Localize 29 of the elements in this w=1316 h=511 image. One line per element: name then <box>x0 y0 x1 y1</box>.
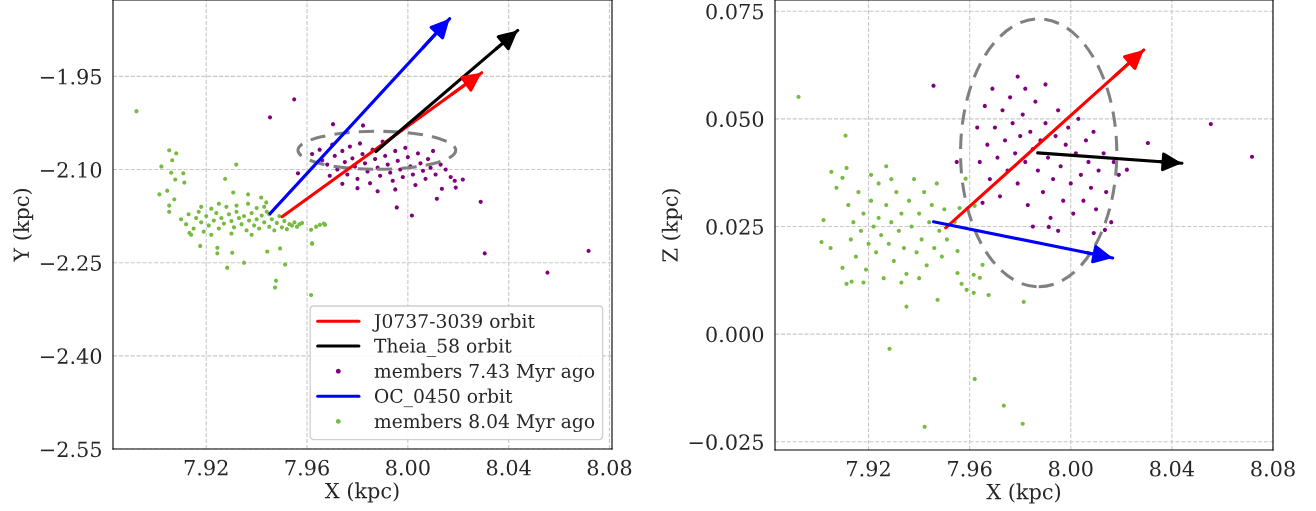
x-tick-label: 8.04 <box>1150 460 1195 477</box>
legend-label: OC_0450 orbit <box>374 388 513 408</box>
x-tick-label: 7.92 <box>847 460 890 477</box>
x-tick-label: 8.08 <box>587 459 632 476</box>
x-tick-label: 8.04 <box>486 459 531 476</box>
x-axis-title: X (kpc) <box>986 483 1061 504</box>
y-tick-label: −1.95 <box>40 68 101 85</box>
y-tick-label: 0.050 <box>706 111 764 128</box>
y-tick-label: −2.25 <box>40 255 101 271</box>
y-tick-label: −2.55 <box>40 441 101 458</box>
x-tick-label: 7.96 <box>285 459 329 476</box>
legend-label: Theia_58 orbit <box>374 338 512 357</box>
x-tick-label: 8.00 <box>1048 460 1093 477</box>
x-tick-label: 8.08 <box>1251 460 1295 477</box>
y-tick-label: −2.10 <box>40 161 102 178</box>
legend-label: members 8.04 Myr ago <box>374 413 595 433</box>
x-tick-label: 7.96 <box>948 460 992 477</box>
y-tick-label: 0.025 <box>706 218 763 235</box>
y-axis-title: Z (kpc) <box>661 189 682 262</box>
y-tick-label: −0.025 <box>689 434 763 451</box>
x-tick-label: 8.00 <box>386 459 430 476</box>
x-axis-title: X (kpc) <box>324 482 399 503</box>
x-tick-label: 7.92 <box>184 459 228 476</box>
y-tick-label: −2.40 <box>40 348 102 365</box>
y-tick-label: 0.000 <box>706 326 764 343</box>
legend-label: J0737-3039 orbit <box>372 313 535 332</box>
legend-label: members 7.43 Myr ago <box>374 363 595 382</box>
y-axis-title: Y (kpc) <box>13 189 34 262</box>
y-tick-label: 0.075 <box>706 3 763 20</box>
